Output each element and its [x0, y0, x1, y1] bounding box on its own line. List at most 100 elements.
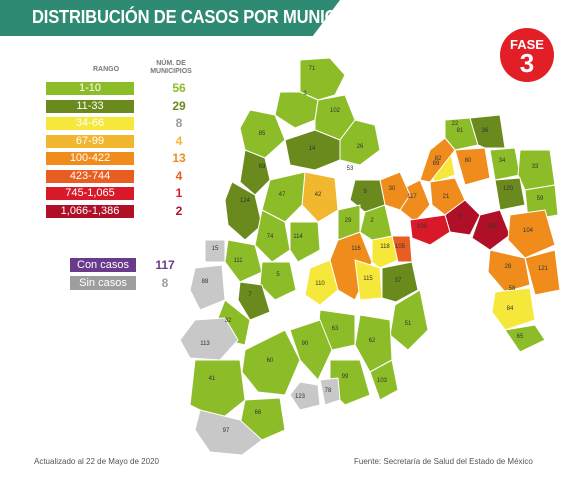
municipality-label: 69	[259, 164, 266, 170]
municipality-region	[274, 91, 319, 129]
municipality-label: 74	[267, 234, 274, 240]
municipality-label: 34	[499, 158, 506, 164]
municipality-label: 2	[370, 218, 374, 224]
legend-count: 29	[172, 98, 186, 113]
municipality-region	[189, 264, 226, 311]
municipality-label: 80	[465, 158, 472, 164]
municipality-label: 78	[325, 388, 332, 394]
municipality-region	[194, 409, 263, 456]
municipality-region	[289, 381, 321, 411]
municipality-region	[444, 117, 479, 151]
legend-row: 423-744 4	[46, 169, 182, 183]
legend-header-count: NÚM. DE MUNICIPIOS	[150, 60, 192, 75]
municipality-label: 30	[389, 186, 396, 192]
municipality-region	[179, 317, 239, 361]
municipality-region	[419, 137, 456, 183]
municipality-label: 99	[342, 374, 349, 380]
municipality-region	[471, 209, 511, 251]
municipality-label: 81	[457, 128, 464, 134]
legend-range-label: 1,066-1,386	[46, 204, 134, 218]
municipality-label: 33	[532, 164, 539, 170]
municipality-label: 29	[345, 218, 352, 224]
municipality-label: 82	[435, 156, 442, 162]
municipality-label: 58	[509, 286, 516, 292]
municipality-label: 65	[517, 334, 524, 340]
legend-count: 4	[175, 168, 183, 183]
municipality-label: 22	[452, 121, 459, 127]
municipality-region	[369, 359, 399, 401]
municipality-region	[507, 209, 556, 259]
legend-count: 2	[175, 203, 183, 218]
municipality-region	[494, 177, 526, 211]
legend-count: 13	[172, 151, 186, 165]
municipality-label: 51	[405, 321, 412, 327]
municipality-label: 63	[332, 326, 339, 332]
municipality-label: 85	[259, 131, 266, 137]
municipality-label: 53	[347, 166, 354, 172]
page-title: DISTRIBUCIÓN DE CASOS POR MUNICIPIO	[32, 7, 369, 27]
municipality-label: 118	[380, 244, 390, 250]
municipality-label: 105	[395, 244, 406, 250]
municipality-label: 125	[487, 224, 498, 230]
municipality-label: 15	[212, 246, 219, 252]
legend-count: 8	[175, 116, 183, 130]
municipality-region	[409, 214, 451, 246]
municipality-label: 97	[223, 428, 230, 434]
legend-row: 1-10 56	[46, 82, 186, 95]
municipality-label: 84	[507, 306, 514, 312]
municipality-label: 104	[523, 228, 534, 234]
case-count: 117	[155, 258, 175, 272]
municipality-label: 37	[395, 278, 402, 284]
fase-badge: FASE 3	[500, 28, 554, 82]
municipality-label: 124	[240, 198, 251, 204]
municipality-region	[517, 149, 556, 191]
municipality-label: 90	[302, 341, 309, 347]
municipality-region	[491, 287, 536, 331]
legend-row: 11-33 29	[46, 99, 186, 113]
municipality-label: 28	[505, 264, 512, 270]
municipality-label: 89	[433, 161, 440, 167]
municipality-region	[381, 261, 419, 303]
municipality-region	[259, 261, 297, 301]
municipality-label: 59	[537, 196, 544, 202]
legend-row: 745-1,065 1	[46, 187, 182, 200]
source-note: Fuente: Secretaría de Salud del Estado d…	[354, 457, 533, 466]
municipality-label: 6	[458, 214, 462, 220]
case-label: Con casos	[70, 258, 136, 272]
legend-range-label: 423-744	[46, 169, 134, 183]
municipality-label: 5	[276, 272, 280, 278]
municipality-label: 115	[363, 276, 373, 282]
municipality-label: 88	[202, 279, 209, 285]
fase-number: 3	[519, 48, 535, 78]
municipality-label: 7	[248, 292, 252, 298]
legend-range-label: 67-99	[46, 134, 134, 148]
municipality-label: 47	[279, 192, 286, 198]
municipality-label: 26	[357, 144, 364, 150]
municipality-region	[454, 147, 491, 186]
legend-range-label: 1-10	[46, 82, 134, 95]
municipality-label: 36	[482, 128, 489, 134]
municipality-label: 14	[309, 146, 316, 152]
fase-label: FASE	[510, 37, 544, 52]
municipality-label: 111	[233, 258, 243, 264]
legend-count: 56	[172, 81, 186, 95]
municipality-region	[284, 129, 341, 171]
municipality-region	[237, 281, 271, 321]
municipality-label: 9	[363, 189, 367, 195]
legend-row: 1,066-1,386 2	[46, 204, 182, 218]
municipality-label: 66	[255, 410, 262, 416]
updated-note: Actualizado al 22 de Mayo de 2020	[34, 457, 159, 466]
municipality-region	[261, 171, 306, 223]
municipality-region	[359, 204, 393, 241]
municipality-region	[239, 149, 271, 196]
legend-row: 34-66 8	[46, 117, 182, 130]
municipality-label: 120	[503, 186, 514, 192]
municipality-region	[224, 181, 263, 241]
municipality-region	[304, 259, 339, 306]
municipality-label: 103	[377, 378, 388, 384]
municipality-label: 114	[293, 234, 303, 240]
municipality-label: 71	[309, 66, 316, 72]
municipality-region	[319, 377, 341, 406]
municipality-region	[289, 319, 333, 381]
legend-count: 1	[175, 186, 183, 200]
